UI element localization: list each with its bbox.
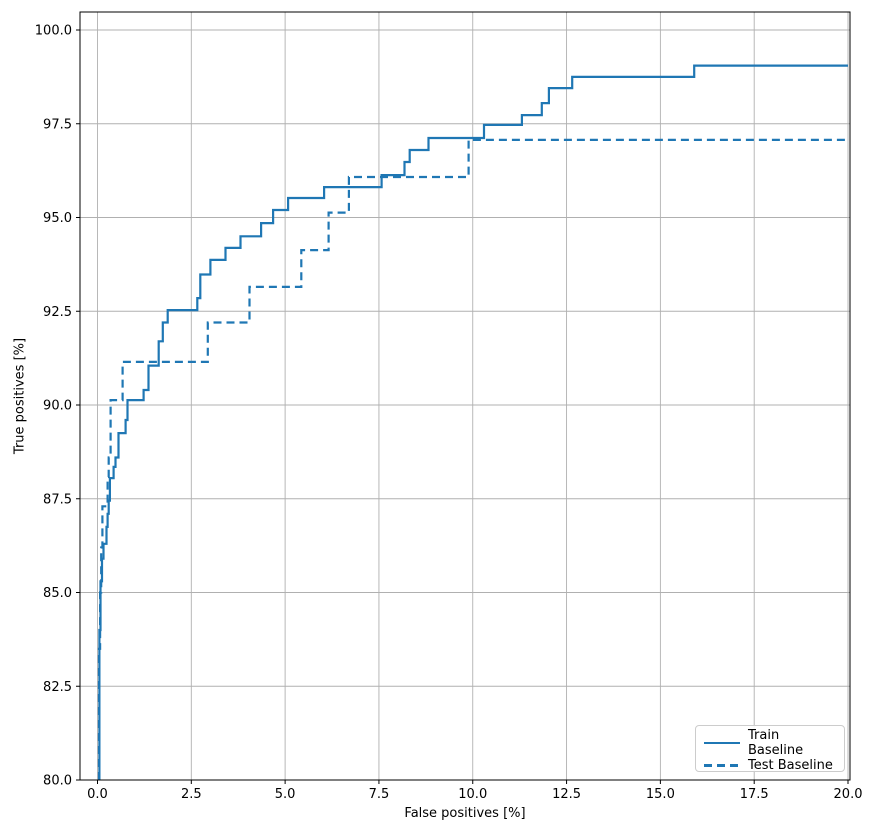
y-tick-label: 82.5 [43,680,72,695]
x-tick-label: 7.5 [369,787,390,802]
x-tick-label: 2.5 [181,787,202,802]
y-tick-label: 85.0 [43,586,72,601]
y-tick-label: 87.5 [43,492,72,507]
y-axis-label: True positives [%] [12,337,28,455]
x-tick-label: 12.5 [552,787,581,802]
x-tick-label: 17.5 [740,787,769,802]
legend-label-test: Test Baseline [748,758,833,773]
train-baseline-line [98,64,848,780]
plot-border [79,11,851,781]
x-tick-label: 20.0 [834,787,863,802]
x-axis-label: False positives [%] [404,806,526,821]
legend-dashed-line-icon [704,764,740,767]
legend: Train Baseline Test Baseline [695,725,845,773]
x-tick-label: 10.0 [458,787,487,802]
legend-item-test: Test Baseline [704,758,836,773]
legend-item-train: Train Baseline [704,728,836,758]
y-tick-label: 90.0 [43,399,72,414]
y-tick-label: 92.5 [43,305,72,320]
x-tick-label: 5.0 [275,787,296,802]
legend-solid-line-icon [704,742,740,744]
test-baseline-line [97,138,848,780]
legend-label-train: Train Baseline [748,728,804,758]
x-tick-label: 15.0 [646,787,675,802]
y-tick-label: 95.0 [43,211,72,226]
x-tick-label: 0.0 [87,787,108,802]
y-tick-label: 100.0 [35,24,72,39]
y-tick-label: 80.0 [43,774,72,789]
y-tick-label: 97.5 [43,117,72,132]
